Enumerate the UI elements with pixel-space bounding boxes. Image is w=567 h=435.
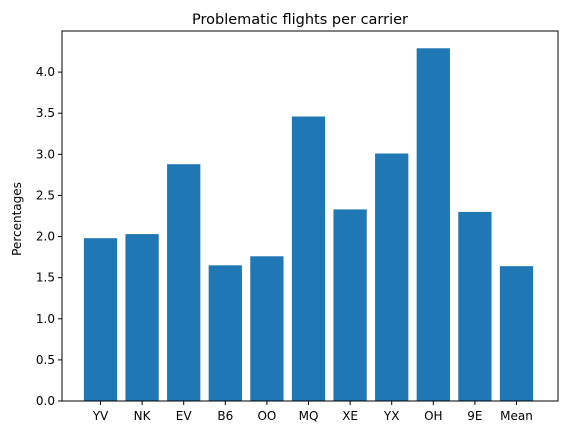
y-tick-label: 3.5 (36, 106, 55, 120)
y-tick-label: 0.0 (36, 394, 55, 408)
bar-oo (250, 256, 284, 401)
y-tick-label: 0.5 (36, 353, 55, 367)
x-tick-label: Mean (500, 409, 533, 423)
x-tick-label: MQ (299, 409, 319, 423)
x-tick-label: NK (134, 409, 152, 423)
x-tick-label: YX (383, 409, 400, 423)
bar-yv (83, 238, 118, 401)
x-tick-label: OH (424, 409, 442, 423)
y-tick-label: 4.0 (36, 65, 55, 79)
y-tick-label: 2.5 (36, 188, 55, 202)
x-tick-label: 9E (467, 409, 482, 423)
chart-title: Problematic flights per carrier (192, 12, 408, 28)
bar-b6 (208, 265, 242, 401)
x-ticks-group: YV NK EV B6 OO MQ XE YX OH 9E Mean (92, 401, 533, 423)
x-tick-label: EV (176, 409, 193, 423)
x-tick-label: OO (257, 409, 276, 423)
bar-yx (375, 153, 409, 401)
x-tick-label: B6 (217, 409, 233, 423)
y-axis-label: Percentages (10, 182, 24, 256)
bar-9e (458, 211, 492, 401)
plot-frame (61, 30, 559, 402)
y-tick-label: 1.5 (36, 271, 55, 285)
y-ticks-group: 0.0 0.5 1.0 1.5 2.0 2.5 3.0 3.5 4.0 (36, 65, 62, 408)
bar-ev (167, 164, 201, 401)
x-tick-label: YV (92, 409, 109, 423)
bar-oh (416, 48, 450, 402)
bar-nk (125, 234, 159, 401)
bar-xe (333, 209, 367, 401)
y-tick-label: 1.0 (36, 312, 55, 326)
bars-group (83, 48, 534, 402)
bar-mean (499, 266, 534, 401)
y-tick-label: 2.0 (36, 230, 55, 244)
y-tick-label: 3.0 (36, 147, 55, 161)
bar-mq (291, 116, 326, 401)
x-tick-label: XE (342, 409, 358, 423)
